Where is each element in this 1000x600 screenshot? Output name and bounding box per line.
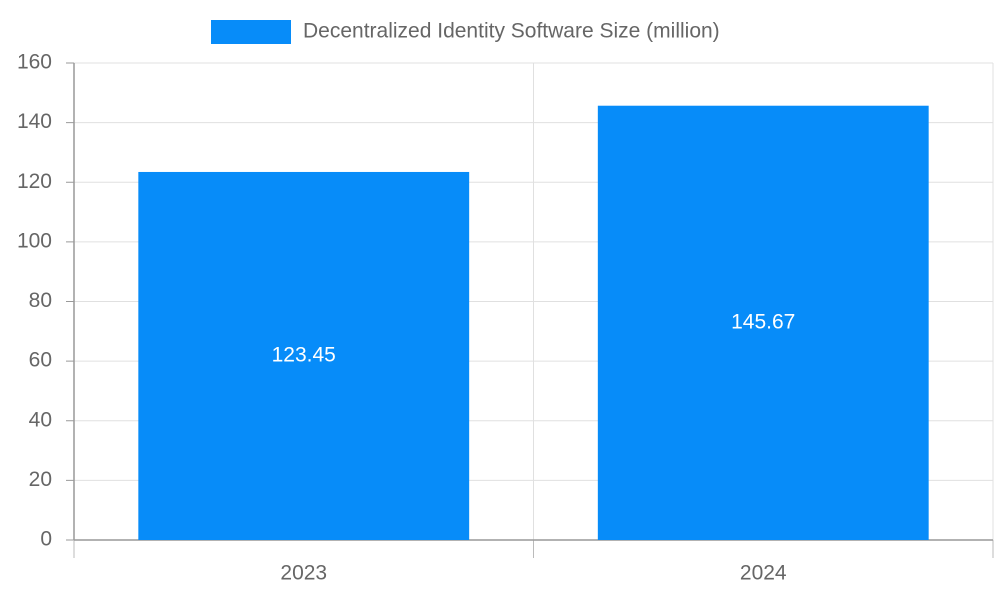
y-tick-label: 80 (29, 289, 52, 312)
y-tick-label: 0 (40, 528, 52, 551)
y-tick-label: 20 (29, 468, 52, 491)
x-tick-label: 2024 (740, 562, 787, 585)
data-label: 145.67 (731, 310, 795, 333)
legend-label: Decentralized Identity Software Size (mi… (303, 20, 720, 43)
bar (138, 171, 470, 540)
bar (597, 105, 929, 540)
y-tick-label: 100 (17, 229, 52, 252)
data-label: 123.45 (272, 344, 336, 367)
y-tick-label: 160 (17, 51, 52, 74)
x-tick-label: 2023 (280, 562, 327, 585)
legend-swatch (211, 20, 291, 44)
y-tick-label: 140 (17, 110, 52, 133)
y-tick-label: 40 (29, 408, 52, 431)
y-tick-label: 60 (29, 349, 52, 372)
y-tick-label: 120 (17, 170, 52, 193)
